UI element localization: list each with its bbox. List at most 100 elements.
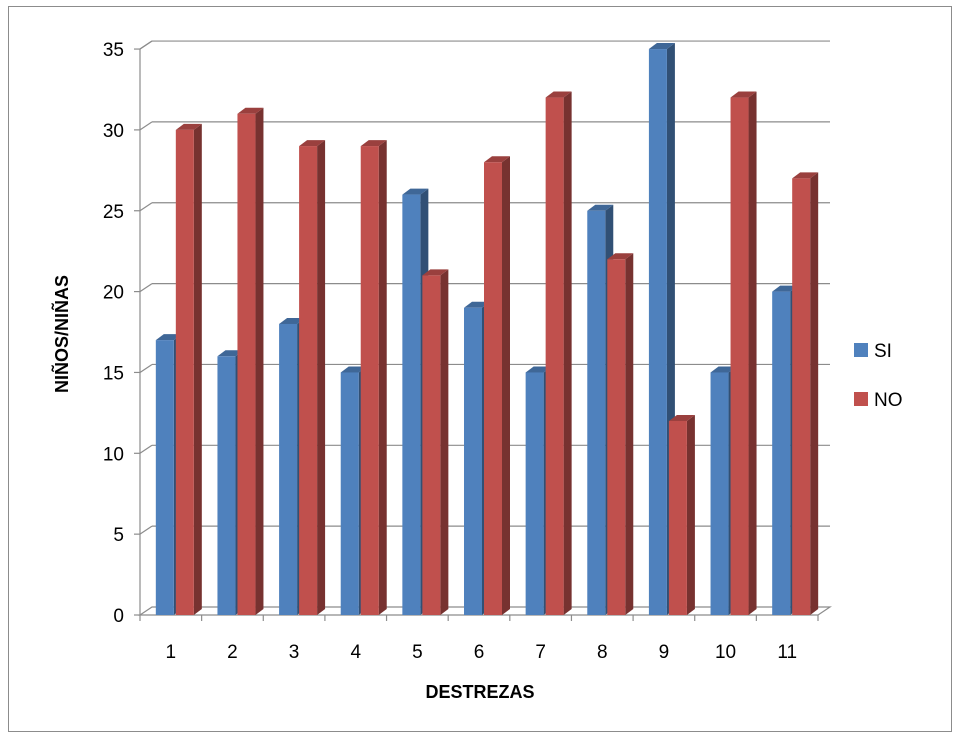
bar-front xyxy=(792,178,811,615)
gridline-depth xyxy=(139,363,153,373)
bar-top xyxy=(360,140,387,147)
legend: SI NO xyxy=(854,341,903,411)
bar-top xyxy=(484,156,510,163)
x-tick-label: 5 xyxy=(412,642,423,663)
bar-no-4 xyxy=(360,140,387,615)
y-axis-ticks: 0 5 10 15 20 25 30 35 xyxy=(103,40,140,627)
bar-front xyxy=(710,372,729,615)
gridline-depth xyxy=(139,202,153,212)
bar-front xyxy=(422,275,441,615)
bar-no-6 xyxy=(484,156,510,616)
bar-front xyxy=(607,259,626,615)
gridline-depth xyxy=(139,121,153,131)
bar-front xyxy=(525,372,544,615)
y-tick-label: 30 xyxy=(103,121,124,142)
bar-front xyxy=(772,291,791,615)
y-tick-label: 15 xyxy=(103,363,124,384)
bar-top xyxy=(607,253,634,260)
bar-front xyxy=(464,307,482,615)
x-tick-label: 1 xyxy=(166,642,177,663)
x-tick-label: 9 xyxy=(659,642,670,663)
legend-label-si: SI xyxy=(874,341,892,362)
bar-front xyxy=(217,356,236,615)
bar-side xyxy=(255,107,264,615)
gridline-depth xyxy=(139,444,153,454)
bars xyxy=(155,43,819,616)
bar-no-2 xyxy=(237,107,264,615)
bar-side xyxy=(193,123,202,616)
bar-front xyxy=(484,162,502,616)
x-tick-label: 7 xyxy=(535,642,546,663)
bar-top xyxy=(175,123,202,130)
bar-top xyxy=(710,366,737,373)
bar-no-10 xyxy=(730,91,757,615)
bar-top xyxy=(422,269,449,276)
bar-no-11 xyxy=(792,172,819,615)
bar-top xyxy=(668,414,695,421)
bar-side xyxy=(317,140,326,615)
bar-front xyxy=(730,97,749,615)
bar-no-1 xyxy=(175,123,202,616)
bar-front xyxy=(648,49,667,616)
bar-side xyxy=(748,91,757,615)
x-tick-label: 3 xyxy=(289,642,300,663)
bar-front xyxy=(299,146,318,615)
legend-swatch-no xyxy=(854,392,868,406)
bar-front xyxy=(237,113,256,615)
bar-top xyxy=(279,317,306,324)
bar-top xyxy=(464,301,490,308)
bar-front xyxy=(340,372,359,615)
bar-front xyxy=(155,340,174,615)
y-tick-label: 10 xyxy=(103,444,124,465)
bar-top xyxy=(587,204,614,211)
x-tick-label: 8 xyxy=(597,642,608,663)
gridline-depth xyxy=(139,283,153,293)
gridline-depth xyxy=(139,525,153,535)
bar-side xyxy=(502,156,510,616)
y-axis-title: NIÑOS/NIÑAS xyxy=(51,275,72,393)
y-tick-label: 35 xyxy=(103,40,124,61)
bar-top xyxy=(545,91,572,98)
bar-no-9 xyxy=(668,414,695,615)
bar-no-7 xyxy=(545,91,572,615)
bar-side xyxy=(625,253,634,615)
bar-top xyxy=(792,172,819,179)
bar-top xyxy=(155,334,182,341)
bar-top xyxy=(340,366,367,373)
wall-top-edge xyxy=(139,40,153,50)
x-tick-label: 2 xyxy=(227,642,238,663)
x-axis-title: DESTREZAS xyxy=(425,682,534,702)
bar-side xyxy=(440,269,449,615)
bar-front xyxy=(279,323,298,615)
bar-top xyxy=(772,285,799,292)
bar-front xyxy=(587,210,606,615)
bar-top xyxy=(237,107,264,114)
y-tick-label: 20 xyxy=(103,283,124,304)
bar-front xyxy=(360,146,379,615)
bar-top xyxy=(402,188,429,195)
bar-top xyxy=(730,91,757,98)
x-tick-label: 6 xyxy=(474,642,485,663)
y-tick-label: 5 xyxy=(113,525,124,546)
bar-no-8 xyxy=(607,253,634,615)
x-tick-label: 11 xyxy=(777,642,797,663)
bar-top xyxy=(525,366,552,373)
bar-top xyxy=(299,140,326,147)
bar-no-5 xyxy=(422,269,449,615)
x-axis-ticks: 1 2 3 4 5 6 7 8 9 10 11 xyxy=(139,615,819,663)
y-tick-label: 25 xyxy=(103,202,124,223)
bar-front xyxy=(545,97,564,615)
bar-side xyxy=(563,91,572,615)
x-tick-label: 4 xyxy=(350,642,361,663)
x-tick-label: 10 xyxy=(715,642,736,663)
bar-front xyxy=(402,194,421,615)
bar-front xyxy=(668,420,687,615)
y-tick-label: 0 xyxy=(113,606,124,627)
legend-swatch-si xyxy=(854,343,868,357)
bar-no-3 xyxy=(299,140,326,615)
bar-top xyxy=(217,350,244,357)
bar-front xyxy=(175,129,194,615)
bar-top xyxy=(648,43,675,50)
bar-side xyxy=(378,140,387,615)
